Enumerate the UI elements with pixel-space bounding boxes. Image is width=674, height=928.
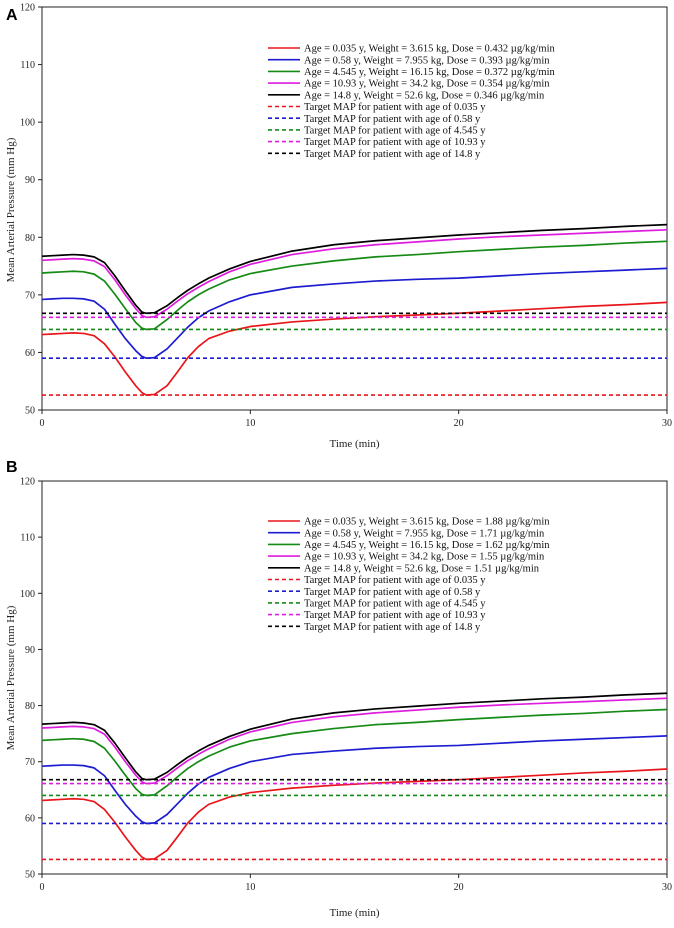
legend-entry: Target MAP for patient with age of 0.58 …: [304, 114, 481, 125]
legend-entry: Target MAP for patient with age of 0.035…: [304, 102, 486, 113]
y-tick-label: 80: [25, 701, 35, 712]
legend-entry: Age = 0.035 y, Weight = 3.615 kg, Dose =…: [304, 517, 550, 528]
legend-entry: Age = 0.58 y, Weight = 7.955 kg, Dose = …: [304, 528, 545, 539]
y-tick-label: 110: [20, 533, 35, 544]
x-tick-label: 0: [40, 418, 45, 429]
series-line-1: [41, 735, 668, 825]
legend-entry: Target MAP for patient with age of 14.8 …: [304, 149, 481, 160]
x-tick-label: 10: [245, 882, 255, 893]
panel-label: B: [6, 459, 18, 476]
plot-frame: [41, 480, 668, 875]
legend-entry: Age = 10.93 y, Weight = 34.2 kg, Dose = …: [304, 552, 545, 563]
y-tick-label: 120: [20, 477, 35, 488]
plot-frame: [41, 6, 668, 411]
series-line-0: [41, 768, 668, 861]
series-line-2: [41, 240, 668, 331]
series-line-3: [41, 697, 668, 785]
y-tick-label: 120: [20, 3, 35, 14]
legend: Age = 0.035 y, Weight = 3.615 kg, Dose =…: [268, 44, 555, 160]
legend-entry: Target MAP for patient with age of 4.545…: [304, 126, 486, 137]
y-tick-label: 70: [25, 290, 35, 301]
legend-entry: Target MAP for patient with age of 14.8 …: [304, 622, 481, 633]
y-tick-label: 50: [25, 870, 35, 881]
legend-entry: Age = 4.545 y, Weight = 16.15 kg, Dose =…: [304, 67, 555, 78]
series-line-4: [41, 223, 668, 315]
x-axis-label: Time (min): [329, 438, 379, 450]
legend-entry: Target MAP for patient with age of 4.545…: [304, 599, 486, 610]
x-axis-label: Time (min): [329, 907, 379, 919]
chart-panel-a: A 50 60 70 80 90 100 110 120 0 10 20 30 Time (min) Mea…: [5, 3, 672, 451]
x-tick-label: 10: [245, 418, 255, 429]
series-line-0: [41, 301, 668, 396]
legend-entry: Target MAP for patient with age of 10.93…: [304, 137, 486, 148]
y-axis-label: Mean Arterial Pressure (mm Hg): [5, 137, 17, 282]
legend-entry: Target MAP for patient with age of 0.035…: [304, 575, 486, 586]
y-axis-label: Mean Arterial Pressure (mm Hg): [5, 605, 17, 750]
series-line-4: [41, 692, 668, 781]
x-tick-label: 0: [40, 882, 45, 893]
y-tick-label: 50: [25, 406, 35, 417]
y-tick-label: 90: [25, 645, 35, 656]
legend-entry: Age = 14.8 y, Weight = 52.6 kg, Dose = 0…: [304, 90, 545, 101]
series-line-1: [41, 267, 668, 360]
legend-entry: Target MAP for patient with age of 10.93…: [304, 610, 486, 621]
legend-entry: Age = 10.93 y, Weight = 34.2 kg, Dose = …: [304, 79, 550, 90]
y-tick-label: 60: [25, 813, 35, 824]
y-tick-label: 90: [25, 175, 35, 186]
legend-entry: Age = 14.8 y, Weight = 52.6 kg, Dose = 1…: [304, 563, 540, 574]
y-tick-label: 80: [25, 233, 35, 244]
series-line-2: [41, 708, 668, 797]
x-tick-label: 20: [454, 882, 464, 893]
legend-entry: Age = 4.545 y, Weight = 16.15 kg, Dose =…: [304, 540, 550, 551]
y-tick-label: 60: [25, 348, 35, 359]
y-tick-label: 100: [20, 118, 35, 129]
x-tick-label: 30: [662, 882, 672, 893]
series-line-3: [41, 228, 668, 319]
chart-panel-b: B 50 60 70 80 90 100 110 120 0 10 20 30 Time (min) Mea…: [5, 459, 672, 919]
y-tick-label: 70: [25, 757, 35, 768]
panel-label: A: [6, 7, 18, 24]
y-tick-label: 110: [20, 60, 35, 71]
y-tick-label: 100: [20, 589, 35, 600]
legend: Age = 0.035 y, Weight = 3.615 kg, Dose =…: [268, 517, 550, 633]
legend-entry: Target MAP for patient with age of 0.58 …: [304, 587, 481, 598]
x-tick-label: 20: [454, 418, 464, 429]
legend-entry: Age = 0.035 y, Weight = 3.615 kg, Dose =…: [304, 44, 555, 55]
x-tick-label: 30: [662, 418, 672, 429]
legend-entry: Age = 0.58 y, Weight = 7.955 kg, Dose = …: [304, 55, 550, 66]
